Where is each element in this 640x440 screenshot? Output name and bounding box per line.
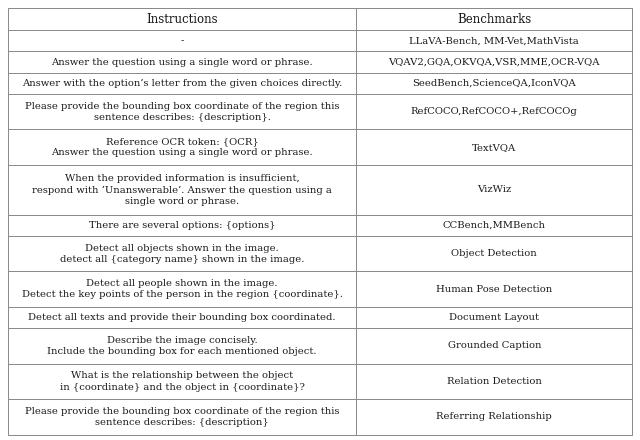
- Text: VizWiz: VizWiz: [477, 185, 511, 194]
- Text: -: -: [180, 36, 184, 45]
- Text: Please provide the bounding box coordinate of the region this
sentence describes: Please provide the bounding box coordina…: [25, 407, 339, 427]
- Text: Detect all texts and provide their bounding box coordinated.: Detect all texts and provide their bound…: [28, 313, 336, 322]
- Text: Document Layout: Document Layout: [449, 313, 540, 322]
- Text: There are several options: {options}: There are several options: {options}: [89, 221, 275, 230]
- Text: What is the relationship between the object
in {coordinate} and the object in {c: What is the relationship between the obj…: [60, 371, 305, 392]
- Text: Detect all people shown in the image.
Detect the key points of the person in the: Detect all people shown in the image. De…: [22, 279, 342, 299]
- Text: Describe the image concisely.
Include the bounding box for each mentioned object: Describe the image concisely. Include th…: [47, 336, 317, 356]
- Text: Referring Relationship: Referring Relationship: [436, 412, 552, 422]
- Text: Detect all objects shown in the image.
detect all {category name} shown in the i: Detect all objects shown in the image. d…: [60, 244, 304, 264]
- Text: When the provided information is insufficient,
respond with ‘Unanswerable’. Answ: When the provided information is insuffi…: [32, 174, 332, 205]
- Text: Benchmarks: Benchmarks: [457, 12, 531, 26]
- Text: SeedBench,ScienceQA,IconVQA: SeedBench,ScienceQA,IconVQA: [412, 79, 576, 88]
- Text: Answer with the option’s letter from the given choices directly.: Answer with the option’s letter from the…: [22, 79, 342, 88]
- Text: CCBench,MMBench: CCBench,MMBench: [443, 221, 546, 230]
- Text: Human Pose Detection: Human Pose Detection: [436, 285, 552, 294]
- Text: Reference OCR token: {OCR}
Answer the question using a single word or phrase.: Reference OCR token: {OCR} Answer the qu…: [51, 137, 313, 157]
- Text: VQAV2,GQA,OKVQA,VSR,MME,OCR-VQA: VQAV2,GQA,OKVQA,VSR,MME,OCR-VQA: [388, 58, 600, 66]
- Text: LLaVA-Bench, MM-Vet,MathVista: LLaVA-Bench, MM-Vet,MathVista: [410, 36, 579, 45]
- Text: TextVQA: TextVQA: [472, 143, 516, 152]
- Text: Instructions: Instructions: [146, 12, 218, 26]
- Text: Object Detection: Object Detection: [451, 249, 537, 258]
- Text: Relation Detection: Relation Detection: [447, 377, 541, 386]
- Text: Grounded Caption: Grounded Caption: [447, 341, 541, 351]
- Text: RefCOCO,RefCOCO+,RefCOCOg: RefCOCO,RefCOCO+,RefCOCOg: [411, 107, 578, 116]
- Text: Please provide the bounding box coordinate of the region this
sentence describes: Please provide the bounding box coordina…: [25, 102, 339, 122]
- Text: Answer the question using a single word or phrase.: Answer the question using a single word …: [51, 58, 313, 66]
